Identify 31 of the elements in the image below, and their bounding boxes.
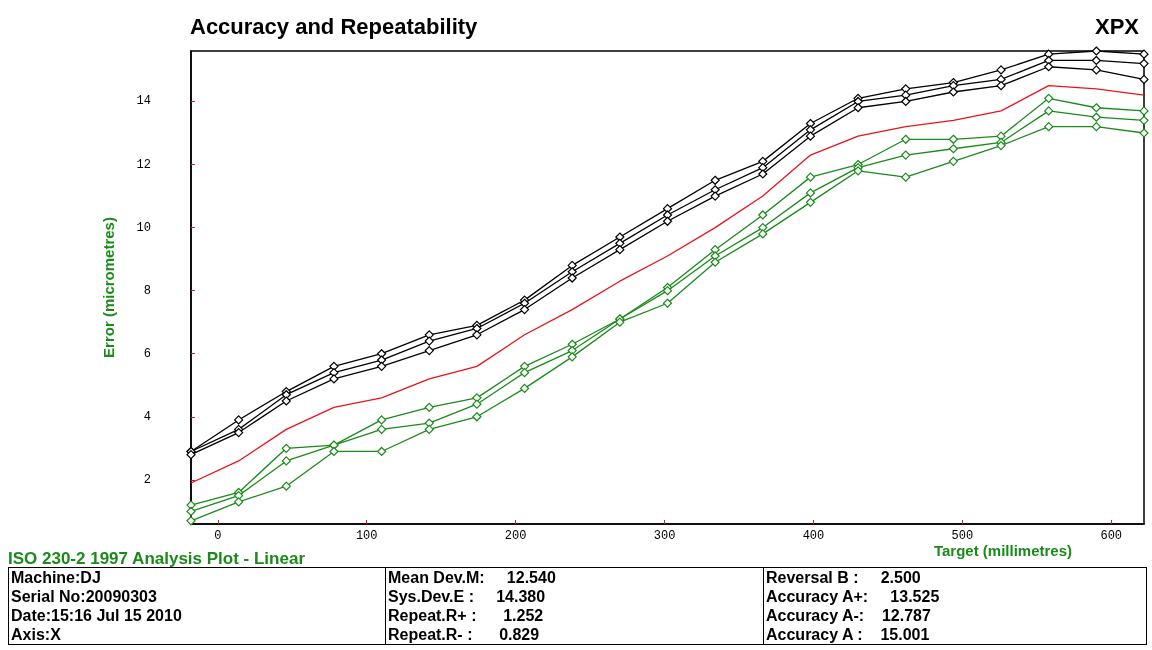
chart-title: Accuracy and Repeatability <box>190 13 479 39</box>
text: Reversal B : 2.500 <box>766 568 922 587</box>
x-tick-label: 200 <box>504 529 527 543</box>
y-tick-label: 8 <box>143 283 151 298</box>
y-tick-label: 12 <box>136 157 151 172</box>
text: Accuracy A : 15.001 <box>766 625 931 644</box>
text: Accuracy A-: 12.787 <box>766 606 932 625</box>
chart-subtitle: XPX <box>1094 13 1140 39</box>
x-tick-label: 300 <box>653 529 676 543</box>
x-axis-title: Target (millimetres) <box>933 541 1072 559</box>
x-tick-label: 600 <box>1100 529 1123 543</box>
text: Axis:X <box>11 625 62 644</box>
text: Date:15:16 Jul 15 2010 <box>11 606 183 625</box>
x-tick-label: 500 <box>951 529 974 543</box>
y-tick-label: 10 <box>136 220 151 235</box>
text: ISO 230-2 1997 Analysis Plot - Linear <box>8 548 306 568</box>
y-axis-title: Error (micrometres) <box>100 217 117 358</box>
y-tick-label: 4 <box>143 409 151 424</box>
y-tick-label: 2 <box>143 472 151 487</box>
y-tick-label: 6 <box>143 346 151 361</box>
text: Accuracy A+: 13.525 <box>766 587 941 606</box>
x-tick-label: 100 <box>355 529 378 543</box>
text: Repeat.R- : 0.829 <box>388 625 541 644</box>
text: Machine:DJ <box>11 568 102 587</box>
text: Repeat.R+ : 1.252 <box>388 606 545 625</box>
y-tick-label: 14 <box>136 94 151 109</box>
x-tick-label: 0 <box>214 529 222 543</box>
text: Mean Dev.M: 12.540 <box>388 568 557 587</box>
text: Sys.Dev.E : 14.380 <box>388 587 547 606</box>
text: Serial No:20090303 <box>11 587 158 606</box>
x-tick-label: 400 <box>802 529 825 543</box>
